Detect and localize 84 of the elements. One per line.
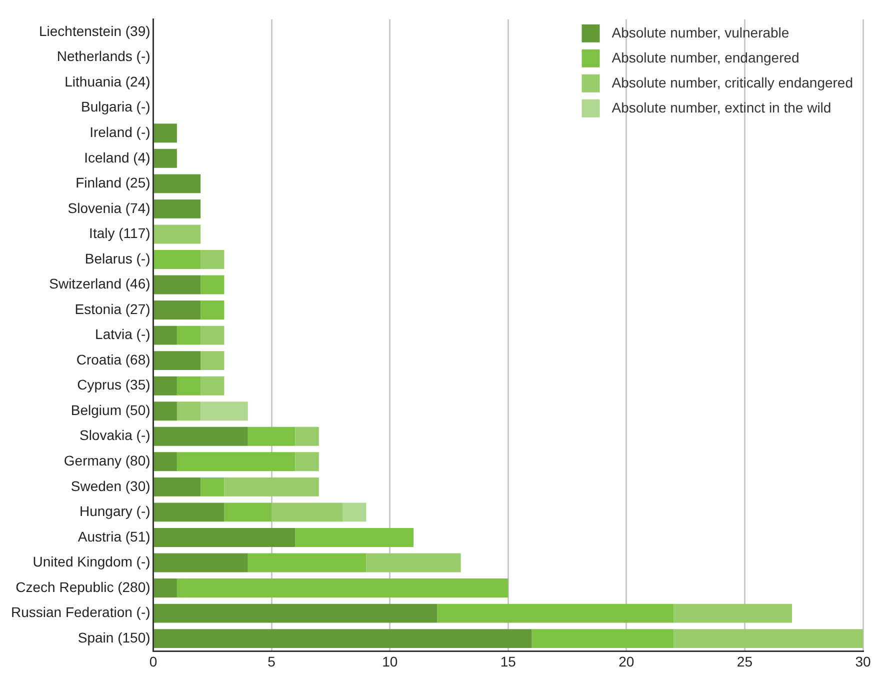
- bar: [176, 326, 201, 345]
- bar: [154, 275, 201, 294]
- bar: [248, 426, 296, 446]
- y-tick-label: Slovakia (-): [79, 427, 150, 444]
- bar: [200, 376, 224, 396]
- y-tick-label: Austria (51): [78, 528, 150, 544]
- bar: [154, 502, 224, 522]
- x-tick-label: 30: [855, 653, 871, 670]
- bar: [532, 629, 674, 648]
- bar: [674, 604, 792, 623]
- x-tick-label: 25: [736, 653, 753, 670]
- bar: [154, 148, 177, 168]
- y-tick-label: Finland (25): [76, 174, 150, 191]
- bar: [154, 426, 248, 446]
- x-tick-label: 5: [268, 653, 276, 670]
- y-tick-label: Ireland (-): [90, 124, 150, 140]
- y-tick-label: Hungary (-): [79, 503, 150, 520]
- bar: [295, 452, 319, 472]
- bar: [154, 402, 177, 421]
- bar: [154, 351, 201, 370]
- bar: [248, 553, 366, 572]
- y-tick-label: Spain (150): [78, 629, 150, 646]
- bar: [295, 528, 414, 547]
- bar: [176, 376, 201, 396]
- y-tick-label: Bulgaria (-): [81, 98, 150, 115]
- legend-label: Absolute number, endangered: [612, 49, 800, 66]
- legend-label: Absolute number, vulnerable: [612, 24, 790, 40]
- bar: [200, 351, 224, 370]
- legend-label: Absolute number, critically endangered: [612, 74, 854, 90]
- bar: [295, 426, 319, 446]
- bar: [154, 629, 532, 648]
- bar: [200, 402, 248, 421]
- bar: [224, 477, 319, 496]
- bar: [154, 300, 201, 320]
- y-tick-label: Estonia (27): [74, 300, 150, 317]
- bar: [154, 224, 201, 244]
- bar: [154, 326, 177, 345]
- bar: [342, 502, 366, 522]
- y-tick-label: Iceland (4): [84, 149, 150, 166]
- y-tick-label: Italy (117): [89, 225, 150, 242]
- y-tick-label: Belarus (-): [84, 250, 150, 266]
- bar: [154, 174, 201, 194]
- y-tick-label: Slovenia (74): [68, 200, 150, 216]
- bar: [154, 477, 201, 496]
- bar: [366, 553, 461, 572]
- bar: [176, 452, 296, 472]
- x-tick-label: 0: [149, 653, 158, 670]
- x-tick-label: 20: [618, 653, 634, 670]
- y-tick-label: Netherlands (-): [56, 48, 150, 64]
- bar: [200, 300, 224, 320]
- bar: [176, 402, 201, 421]
- y-tick-label: Cyprus (35): [77, 376, 150, 393]
- bar: [154, 528, 296, 547]
- bar: [272, 502, 343, 522]
- bar: [154, 553, 248, 572]
- legend-label: Absolute number, extinct in the wild: [612, 99, 832, 116]
- bar: [437, 604, 674, 623]
- y-tick-label: Sweden (30): [70, 478, 150, 494]
- y-tick-label: Germany (80): [64, 452, 150, 469]
- bar: [154, 452, 177, 472]
- bar: [154, 604, 438, 623]
- y-tick-label: Russian Federation (-): [10, 604, 150, 620]
- bar: [154, 199, 201, 218]
- bar: [200, 250, 224, 269]
- bar: [674, 629, 863, 648]
- bar: [154, 250, 201, 269]
- bar: [200, 477, 224, 496]
- bar: [200, 275, 224, 294]
- y-tick-label: Croatia (68): [76, 351, 150, 368]
- y-tick-label: Lithuania (24): [64, 73, 150, 90]
- bar: [154, 578, 177, 598]
- y-tick-label: Czech Republic (280): [16, 578, 150, 595]
- y-tick-label: Belgium (50): [70, 402, 150, 418]
- x-tick-label: 10: [382, 653, 398, 670]
- bar: [154, 376, 177, 396]
- bar: [154, 124, 177, 143]
- y-tick-label: Switzerland (46): [49, 276, 150, 292]
- x-tick-label: 15: [500, 653, 516, 670]
- y-tick-label: Liechtenstein (39): [38, 22, 150, 39]
- bar: [224, 502, 272, 522]
- y-tick-label: Latvia (-): [95, 326, 150, 342]
- y-tick-label: United Kingdom (-): [32, 554, 150, 570]
- bar: [176, 578, 508, 598]
- bar: [200, 326, 224, 345]
